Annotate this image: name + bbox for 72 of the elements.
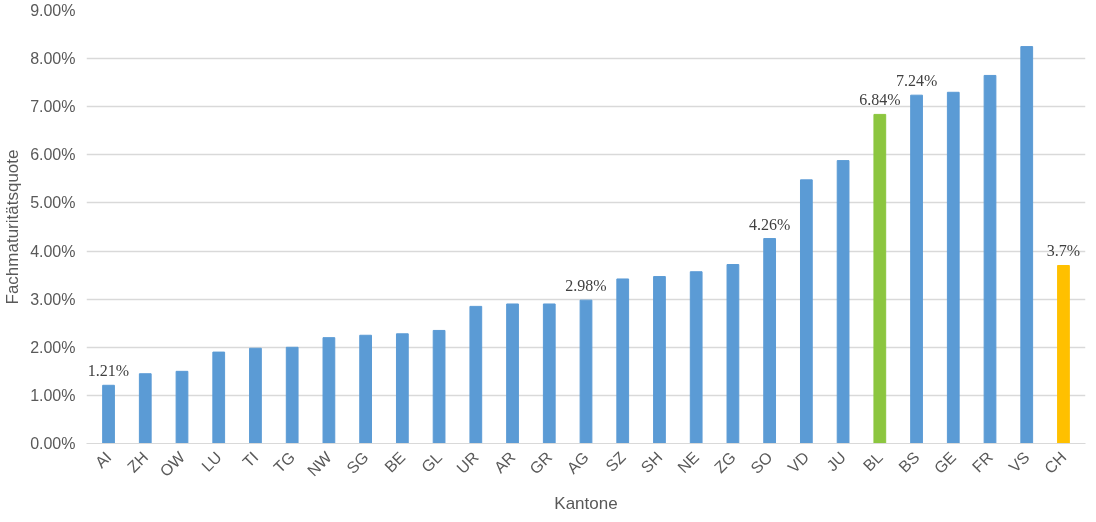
x-tick-label: FR xyxy=(968,448,997,476)
x-tick-label: GL xyxy=(417,448,446,476)
y-tick-label: 5.00% xyxy=(30,194,76,212)
x-tick-label: ZG xyxy=(711,448,739,477)
data-label: 6.84% xyxy=(859,91,901,109)
y-tick-label: 0.00% xyxy=(30,435,76,452)
bar xyxy=(212,351,226,444)
data-label: 7.24% xyxy=(895,72,938,90)
x-tick-label: CH xyxy=(1041,448,1070,477)
bar xyxy=(249,347,262,444)
y-axis-title: Fachmaturitätsquote xyxy=(3,149,23,305)
bar xyxy=(689,271,703,444)
y-tick-label: 1.00% xyxy=(30,386,76,404)
data-label: 3.7% xyxy=(1046,242,1081,260)
x-tick-label: ZH xyxy=(124,448,152,476)
x-tick-label: VD xyxy=(784,448,813,477)
bar xyxy=(653,276,666,444)
x-tick-label: UR xyxy=(453,448,482,477)
x-tick-label: AR xyxy=(490,448,519,477)
bar xyxy=(395,333,409,444)
bar xyxy=(1057,264,1070,444)
y-tick-label: 2.00% xyxy=(30,338,76,356)
bar xyxy=(322,337,336,444)
bar xyxy=(359,334,373,444)
bar xyxy=(1020,46,1034,444)
data-label: 1.21% xyxy=(87,362,130,380)
bar xyxy=(946,91,960,444)
x-tick-label: TI xyxy=(239,448,262,471)
bar xyxy=(799,179,813,444)
bar xyxy=(726,264,740,444)
x-tick-label: GR xyxy=(526,448,556,478)
x-tick-label: SO xyxy=(747,448,776,477)
bar xyxy=(506,303,519,444)
x-tick-label: BS xyxy=(895,448,923,476)
x-tick-label: VS xyxy=(1005,448,1033,476)
x-axis-title: Kantone xyxy=(554,494,618,513)
x-tick-label: SG xyxy=(343,448,372,477)
y-tick-label: 6.00% xyxy=(30,146,76,164)
x-tick-label: SZ xyxy=(602,448,629,475)
x-tick-label: JU xyxy=(823,448,850,475)
bar xyxy=(763,238,777,444)
y-tick-label: 8.00% xyxy=(30,50,76,68)
data-label: 2.98% xyxy=(565,277,607,295)
bar xyxy=(102,384,115,444)
x-tick-label: SH xyxy=(637,448,666,477)
x-tick-label: NE xyxy=(674,448,703,477)
y-tick-label: 9.00% xyxy=(30,2,76,19)
bar xyxy=(983,74,997,444)
bar xyxy=(432,329,446,444)
x-tick-label: OW xyxy=(156,447,189,480)
bar xyxy=(873,113,887,444)
x-tick-label: AI xyxy=(91,448,115,472)
bar xyxy=(542,303,556,444)
x-tick-label: BE xyxy=(381,448,409,476)
y-tick-label: 3.00% xyxy=(30,290,76,308)
y-tick-label: 4.00% xyxy=(30,242,76,260)
bar xyxy=(616,278,630,444)
bar xyxy=(175,370,189,444)
bar xyxy=(469,305,483,444)
bar xyxy=(579,299,593,444)
y-tick-label: 7.00% xyxy=(30,98,76,116)
bar xyxy=(836,160,850,444)
bar xyxy=(138,373,152,444)
bar xyxy=(910,94,923,444)
x-tick-label: GE xyxy=(930,448,960,477)
x-tick-label: TG xyxy=(270,448,299,477)
data-label: 4.26% xyxy=(748,215,791,233)
x-tick-label: NW xyxy=(304,447,336,480)
x-tick-label: AG xyxy=(563,448,593,477)
x-tick-label: BL xyxy=(859,448,886,475)
x-tick-label: LU xyxy=(198,448,225,475)
bar xyxy=(285,346,299,444)
